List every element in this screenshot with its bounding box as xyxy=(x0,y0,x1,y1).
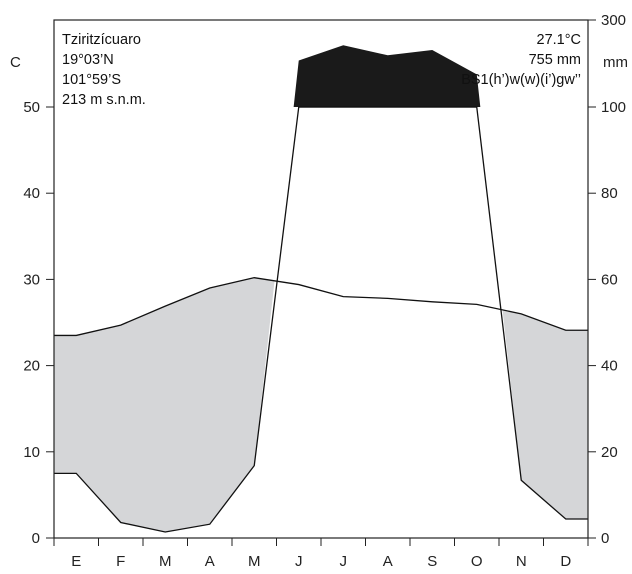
month-label: M xyxy=(159,553,172,570)
station-name: Tziritzícuaro xyxy=(62,32,141,48)
dry-season-area xyxy=(54,277,588,532)
month-label: J xyxy=(340,553,348,570)
mean-temperature: 27.1°C xyxy=(537,32,582,48)
climate-summary: 27.1°C 755 mm BS1(h’)w(w)(i’)gw’’ xyxy=(461,32,581,88)
month-label: J xyxy=(295,553,303,570)
series-lines xyxy=(54,106,588,533)
month-label: O xyxy=(471,553,483,570)
right-tick-label: 80 xyxy=(601,185,618,202)
climate-formula: BS1(h’)w(w)(i’)gw’’ xyxy=(461,72,581,88)
station-latitude: 19°03’N xyxy=(62,52,114,68)
right-tick-label: 100 xyxy=(601,99,626,116)
left-tick-label: 50 xyxy=(23,99,40,116)
left-tick-label: 20 xyxy=(23,358,40,375)
right-tick-label: 20 xyxy=(601,444,618,461)
month-label: D xyxy=(560,553,571,570)
left-tick-label: 30 xyxy=(23,271,40,288)
left-axis: 0 10 20 30 40 50 xyxy=(23,99,54,547)
right-axis-label: mm xyxy=(603,54,628,71)
station-altitude: 213 m s.n.m. xyxy=(62,92,146,108)
left-tick-label: 10 xyxy=(23,444,40,461)
temperature-line xyxy=(54,277,588,337)
right-tick-label: 0 xyxy=(601,530,609,547)
month-label: A xyxy=(383,553,393,570)
humid-season-area xyxy=(293,45,481,107)
right-axis: 0 20 40 60 80 100 300 xyxy=(588,12,626,547)
month-label: A xyxy=(205,553,215,570)
left-tick-label: 40 xyxy=(23,185,40,202)
left-tick-label: 0 xyxy=(32,530,40,547)
station-longitude: 101°59’S xyxy=(62,72,121,88)
month-label: S xyxy=(427,553,437,570)
station-info: Tziritzícuaro 19°03’N 101°59’S 213 m s.n… xyxy=(62,32,146,108)
right-tick-label: 60 xyxy=(601,271,618,288)
area-fills xyxy=(54,45,588,532)
month-label: E xyxy=(71,553,81,570)
right-tick-label: 300 xyxy=(601,12,626,29)
right-tick-label: 40 xyxy=(601,358,618,375)
month-label: F xyxy=(116,553,125,570)
annual-precipitation: 755 mm xyxy=(529,52,581,68)
month-label: N xyxy=(516,553,527,570)
month-label: M xyxy=(248,553,261,570)
left-axis-label: C xyxy=(10,54,21,71)
